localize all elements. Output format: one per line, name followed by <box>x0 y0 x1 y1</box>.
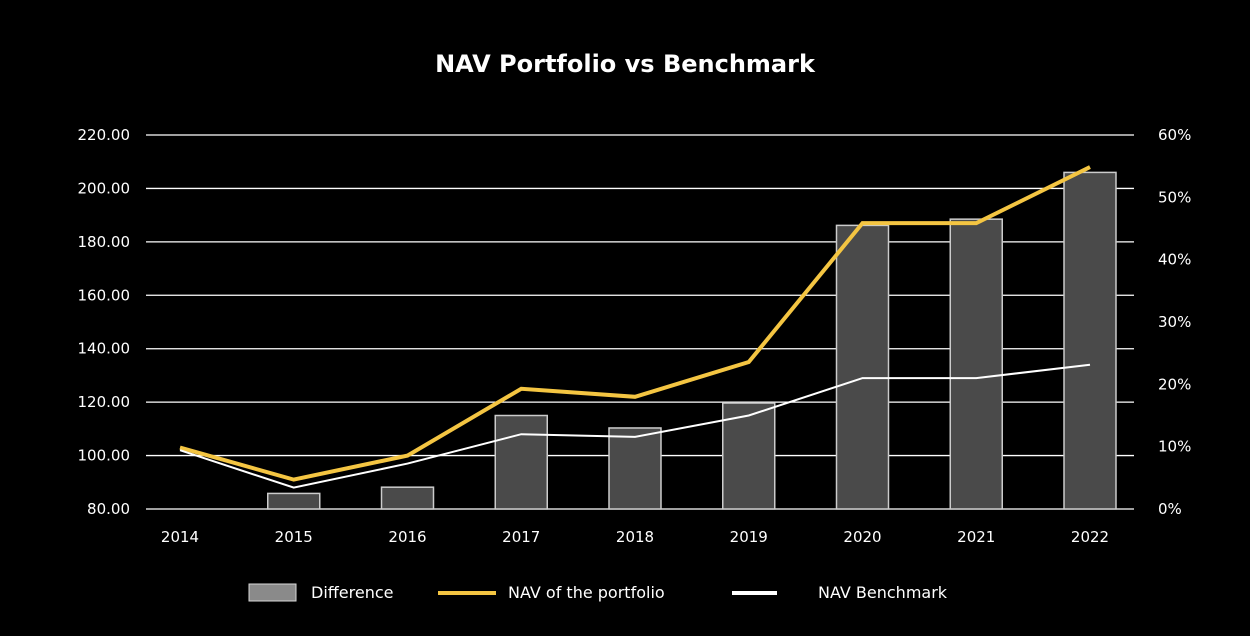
legend: Difference NAV of the portfolio NAV Benc… <box>248 583 948 602</box>
right-tick-label: 20% <box>1158 375 1191 393</box>
right-tick-label: 30% <box>1158 313 1191 331</box>
right-y-axis: 0% 10% 20% 30% 40% 50% 60% <box>1158 126 1191 518</box>
left-tick-label: 100.00 <box>78 447 131 465</box>
right-tick-label: 40% <box>1158 251 1191 269</box>
x-tick-label: 2017 <box>502 528 540 546</box>
difference-bar <box>949 218 1003 510</box>
legend-portfolio-label: NAV of the portfolio <box>508 583 665 602</box>
x-tick-label: 2016 <box>388 528 426 546</box>
right-tick-label: 60% <box>1158 126 1191 144</box>
chart-title: NAV Portfolio vs Benchmark <box>435 50 816 78</box>
left-tick-label: 160.00 <box>78 286 131 304</box>
x-tick-label: 2021 <box>957 528 995 546</box>
x-tick-label: 2015 <box>275 528 313 546</box>
difference-bar <box>608 427 662 510</box>
left-tick-label: 200.00 <box>78 179 131 197</box>
right-tick-label: 0% <box>1158 500 1182 518</box>
difference-bar <box>1063 171 1117 510</box>
left-tick-label: 220.00 <box>78 126 131 144</box>
left-tick-label: 120.00 <box>78 393 131 411</box>
difference-bar <box>267 492 321 510</box>
x-tick-label: 2020 <box>843 528 881 546</box>
x-tick-label: 2019 <box>730 528 768 546</box>
benchmark-nav-line <box>179 363 1091 489</box>
legend-difference-label: Difference <box>311 583 393 602</box>
x-tick-label: 2018 <box>616 528 654 546</box>
portfolio-nav-line <box>179 165 1091 482</box>
difference-bar <box>380 486 435 510</box>
legend-benchmark-label: NAV Benchmark <box>818 583 948 602</box>
difference-bar <box>494 414 548 510</box>
difference-bar <box>722 402 776 510</box>
nav-lines <box>179 165 1091 489</box>
x-tick-label: 2014 <box>161 528 199 546</box>
x-tick-label: 2022 <box>1071 528 1109 546</box>
left-y-axis: 80.00 100.00 120.00 140.00 160.00 180.00 200.0… <box>78 126 131 518</box>
left-tick-label: 80.00 <box>87 500 130 518</box>
right-tick-label: 10% <box>1158 438 1191 456</box>
right-tick-label: 50% <box>1158 188 1191 206</box>
grid-lines <box>146 134 1134 510</box>
left-tick-label: 140.00 <box>78 340 131 358</box>
legend-difference-swatch <box>248 583 297 602</box>
difference-bars <box>267 171 1117 510</box>
x-axis: 2014 2015 2016 2017 2018 2019 2020 2021 2022 <box>161 528 1109 546</box>
difference-bar <box>835 224 890 510</box>
left-tick-label: 180.00 <box>78 233 131 251</box>
